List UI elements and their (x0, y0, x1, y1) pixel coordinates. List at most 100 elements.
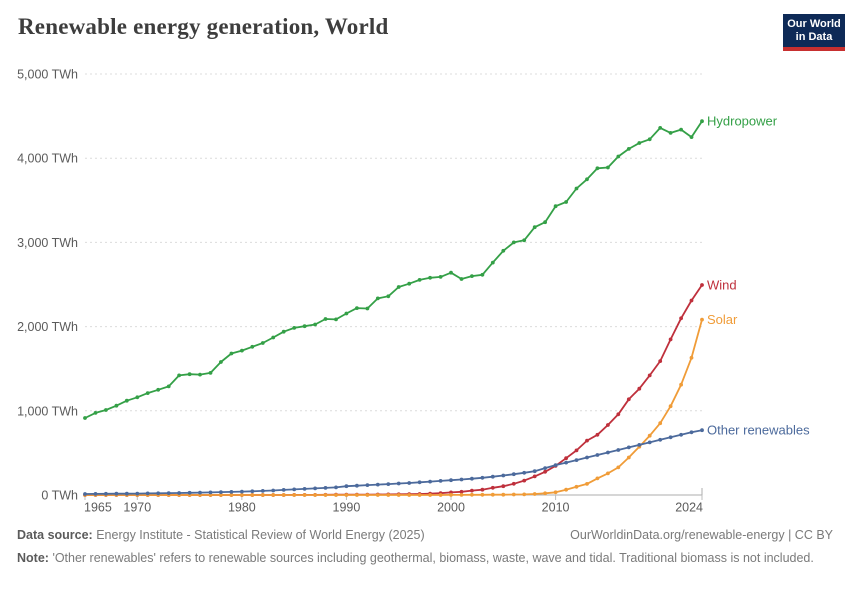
data-point (407, 481, 412, 485)
data-point (606, 471, 610, 476)
data-point (658, 437, 663, 442)
data-point (616, 154, 621, 159)
owid-logo: Our World in Data (783, 14, 845, 51)
owid-logo-line2: in Data (795, 31, 833, 43)
data-point (166, 491, 171, 495)
data-point (355, 306, 359, 310)
y-axis-label: 1,000 TWh (17, 404, 78, 418)
data-point (344, 484, 349, 489)
data-point (281, 488, 286, 492)
owid-logo-line1: Our World (787, 18, 841, 30)
data-point (616, 465, 621, 470)
data-point (490, 485, 495, 490)
data-point (219, 360, 223, 364)
data-point (281, 493, 286, 497)
data-point (647, 137, 652, 142)
data-point (281, 329, 286, 334)
data-point (511, 492, 516, 497)
data-point (323, 317, 328, 321)
data-point (428, 493, 432, 497)
data-point (219, 490, 223, 494)
data-point (490, 492, 495, 497)
data-point (323, 493, 328, 497)
data-point (124, 491, 129, 496)
data-point (114, 403, 119, 408)
data-point (585, 177, 589, 182)
data-point (616, 448, 621, 452)
data-point (700, 283, 704, 287)
data-point (564, 200, 568, 204)
x-axis-label: 1980 (228, 501, 256, 515)
data-point (375, 493, 380, 497)
data-point (501, 248, 506, 253)
data-point (334, 317, 338, 322)
series-end-label-wind: Wind (707, 278, 737, 293)
data-point (595, 453, 600, 457)
data-point (490, 260, 495, 265)
data-point (700, 428, 704, 433)
data-point (271, 335, 276, 340)
y-axis-label: 4,000 TWh (17, 152, 78, 166)
series-line-solar (83, 317, 704, 497)
data-point (668, 435, 673, 440)
y-axis-label: 0 TWh (41, 489, 78, 503)
data-point (313, 486, 317, 491)
data-point (700, 317, 704, 322)
data-point (511, 481, 516, 486)
data-point (668, 131, 673, 135)
data-point (658, 359, 663, 363)
data-point (564, 487, 568, 492)
data-point (240, 348, 244, 353)
data-point (606, 165, 610, 170)
data-point (626, 445, 631, 450)
x-axis-label: 1990 (333, 501, 361, 515)
data-point (344, 493, 349, 497)
data-point (480, 272, 485, 277)
data-point (585, 455, 589, 460)
data-point (637, 386, 642, 391)
data-point (93, 492, 98, 496)
attribution-link[interactable]: OurWorldinData.org/renewable-energy | CC… (570, 528, 833, 542)
data-point (156, 387, 161, 392)
data-point (689, 355, 694, 360)
data-point (260, 341, 265, 345)
data-point (449, 478, 453, 483)
data-point (626, 147, 631, 151)
data-point (585, 438, 589, 443)
data-point (647, 440, 652, 445)
data-point (574, 448, 579, 453)
data-point (438, 275, 443, 279)
data-point (365, 493, 370, 497)
data-point (198, 372, 202, 377)
data-point (250, 493, 255, 497)
data-point (438, 479, 443, 483)
x-axis-label: 2000 (437, 501, 465, 515)
data-point (355, 493, 359, 497)
data-point (250, 344, 255, 349)
data-point (490, 474, 495, 479)
data-point (208, 371, 213, 375)
data-point (459, 277, 464, 281)
data-point (574, 458, 579, 462)
series-end-label-hydropower: Hydropower (707, 114, 778, 129)
data-point (104, 491, 108, 496)
data-point (313, 493, 317, 497)
data-point (407, 281, 412, 286)
data-point (83, 416, 87, 420)
data-point (313, 322, 317, 327)
data-point (240, 493, 244, 497)
series-end-label-solar: Solar (707, 312, 738, 327)
data-point (459, 493, 464, 497)
data-point (543, 466, 547, 470)
data-point (229, 490, 234, 494)
data-point (187, 372, 192, 377)
data-point (532, 225, 537, 230)
data-point (177, 373, 182, 378)
data-point (553, 463, 558, 467)
data-point (522, 238, 527, 243)
data-point (480, 487, 485, 492)
data-point (145, 491, 150, 496)
data-point (511, 240, 516, 245)
data-point (417, 278, 422, 282)
